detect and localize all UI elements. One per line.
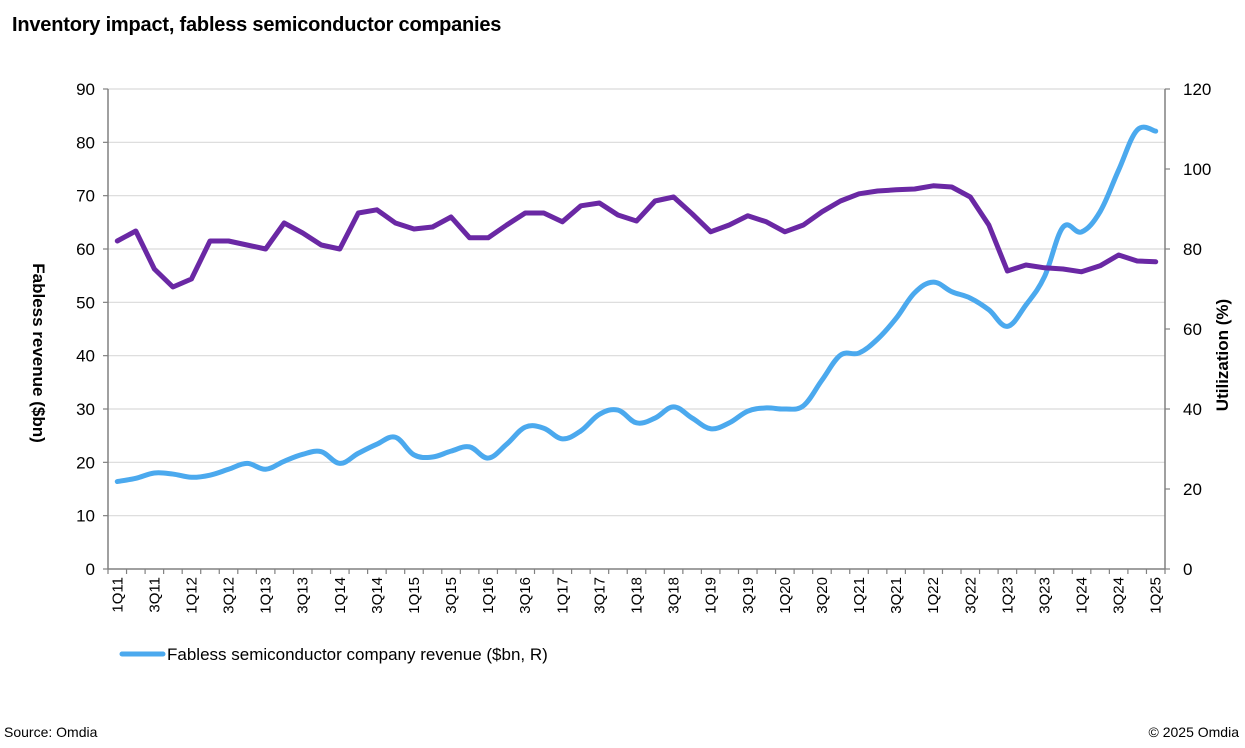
y2-tick-label: 60: [1183, 320, 1202, 339]
y-tick-label: 40: [76, 347, 95, 366]
y-tick-label: 70: [76, 187, 95, 206]
x-tick-label: 3Q15: [443, 577, 460, 614]
y-axis-title: Fabless revenue ($bn): [29, 263, 48, 443]
y-tick-label: 30: [76, 400, 95, 419]
y2-tick-label: 40: [1183, 400, 1202, 419]
chart-title: Inventory impact, fabless semiconductor …: [12, 14, 502, 36]
legend: Fabless semiconductor company revenue ($…: [119, 645, 548, 664]
series-lines: [114, 124, 1159, 485]
x-tick-label: 3Q21: [888, 577, 905, 614]
x-tick-label: 3Q22: [962, 577, 979, 614]
revenue-line: [114, 124, 1159, 485]
gridlines: [108, 88, 1165, 517]
x-tick-label: 3Q16: [517, 577, 534, 614]
x-tick-label: 1Q19: [703, 577, 720, 614]
x-tick-label: 3Q18: [666, 577, 683, 614]
copyright-note: © 2025 Omdia: [1148, 724, 1239, 740]
x-tick-label: 1Q15: [406, 577, 423, 614]
x-tick-label: 3Q13: [295, 577, 312, 614]
x-tick-label: 1Q11: [109, 577, 126, 613]
y2-tick-label: 120: [1183, 80, 1211, 99]
x-tick-label: 3Q14: [369, 577, 386, 614]
x-tick-label: 3Q12: [221, 577, 238, 614]
y-tick-label: 80: [76, 133, 95, 152]
x-tick-label: 3Q19: [740, 577, 757, 614]
y-axis-tick-labels: 0 10 20 30 40 50 60 70 80 90: [76, 80, 95, 579]
y2-axis-tick-labels: 0 20 40 60 80 100 120: [1183, 80, 1211, 579]
x-tick-label: 1Q13: [258, 577, 275, 614]
axes: [103, 88, 1170, 574]
x-tick-label: 3Q23: [1036, 577, 1053, 614]
x-tick-label: 1Q24: [1074, 577, 1091, 614]
source-note: Source: Omdia: [4, 724, 98, 740]
x-tick-label: 3Q20: [814, 577, 831, 614]
y2-tick-label: 100: [1183, 160, 1211, 179]
x-tick-label: 1Q23: [999, 577, 1016, 614]
x-tick-label: 1Q14: [332, 577, 349, 614]
x-tick-label: 1Q21: [851, 577, 868, 614]
y-tick-label: 0: [86, 560, 95, 579]
x-tick-label: 3Q11: [146, 577, 163, 613]
y-tick-label: 60: [76, 240, 95, 259]
x-tick-label: 1Q25: [1148, 577, 1165, 614]
x-tick-label: 1Q12: [183, 577, 200, 614]
x-axis-tick-labels: 1Q11 3Q11 1Q12 3Q12 1Q13 3Q13 1Q14 3Q14 1Q15 3Q15…: [109, 577, 1164, 614]
x-tick-label: 3Q24: [1111, 577, 1128, 614]
y2-axis-title: Utilization (%): [1213, 299, 1232, 411]
x-tick-label: 3Q17: [591, 577, 608, 614]
x-tick-label: 1Q20: [777, 577, 794, 614]
y-tick-label: 50: [76, 293, 95, 312]
y-tick-label: 90: [76, 80, 95, 99]
legend-label-revenue: Fabless semiconductor company revenue ($…: [167, 645, 548, 664]
x-tick-label: 1Q16: [480, 577, 497, 614]
x-tick-label: 1Q22: [925, 577, 942, 614]
y2-tick-label: 80: [1183, 240, 1202, 259]
y2-tick-label: 0: [1183, 560, 1192, 579]
y-tick-label: 20: [76, 453, 95, 472]
y2-tick-label: 20: [1183, 480, 1202, 499]
y-tick-label: 10: [76, 507, 95, 526]
x-tick-label: 1Q17: [554, 577, 571, 614]
utilization-line: [114, 183, 1159, 290]
x-tick-label: 1Q18: [629, 577, 646, 614]
